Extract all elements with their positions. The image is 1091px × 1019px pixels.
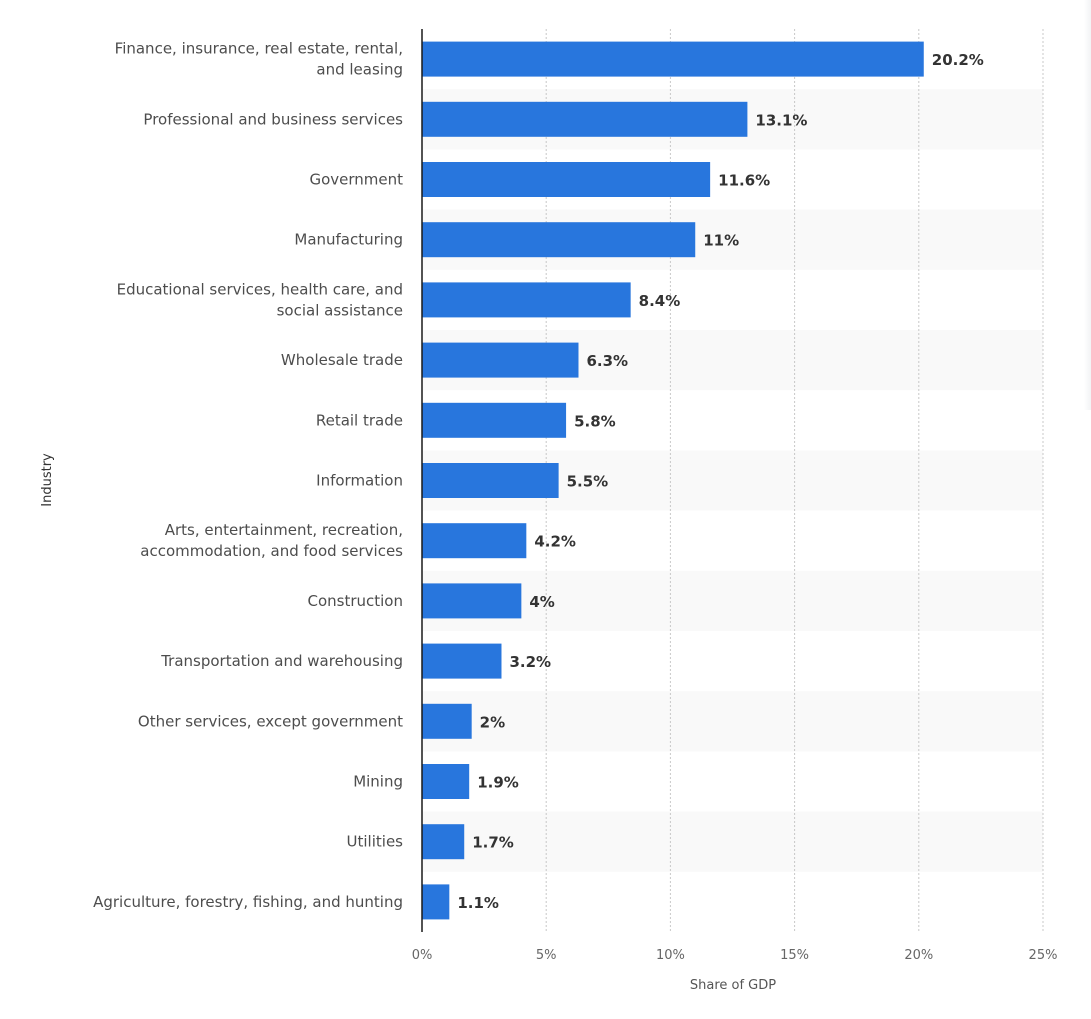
value-label: 5.8% — [574, 412, 616, 430]
category-label: Government — [309, 171, 403, 189]
row-band — [422, 570, 1043, 631]
value-label: 8.4% — [639, 292, 681, 310]
category-label: Finance, insurance, real estate, rental,… — [115, 40, 403, 79]
value-label: 13.1% — [755, 111, 807, 129]
value-label: 5.5% — [567, 473, 609, 491]
x-tick-label: 5% — [536, 948, 557, 963]
x-tick-label: 20% — [904, 948, 933, 963]
bar — [422, 282, 631, 318]
value-label: 3.2% — [509, 653, 551, 671]
row-bands — [422, 89, 1043, 872]
category-label: Mining — [353, 773, 403, 791]
value-label: 1.7% — [472, 834, 514, 852]
category-label: Utilities — [347, 833, 404, 851]
bar — [422, 643, 502, 679]
value-label: 4.2% — [534, 533, 576, 551]
gridlines — [545, 29, 1044, 932]
category-label: Retail trade — [316, 411, 403, 429]
category-label: Transportation and warehousing — [160, 652, 403, 670]
bar — [422, 342, 579, 378]
category-label: Other services, except government — [138, 712, 403, 730]
bar — [422, 402, 567, 438]
category-label: Educational services, health care, and so… — [117, 280, 403, 319]
value-label: 2% — [480, 713, 505, 731]
bar — [422, 222, 696, 258]
category-label: Manufacturing — [294, 231, 403, 249]
value-label: 11% — [703, 232, 739, 250]
value-label: 6.3% — [586, 352, 628, 370]
x-tick-label: 25% — [1029, 948, 1058, 963]
bars — [422, 41, 924, 920]
category-label: Professional and business services — [143, 110, 403, 128]
bar — [422, 101, 748, 137]
category-label: Wholesale trade — [281, 351, 403, 369]
x-tick-label: 15% — [780, 948, 809, 963]
bar — [422, 703, 472, 739]
bar — [422, 824, 465, 860]
row-band — [422, 691, 1043, 752]
y-axis-title: Industry — [40, 453, 55, 507]
category-label: Information — [316, 472, 403, 490]
bar — [422, 463, 559, 498]
bar — [422, 523, 527, 559]
value-label: 11.6% — [718, 172, 770, 190]
bar — [422, 583, 522, 619]
x-tick-label: 0% — [412, 948, 433, 963]
bar — [422, 884, 450, 920]
bar — [422, 41, 924, 77]
value-label: 20.2% — [932, 51, 984, 69]
value-label: 1.1% — [457, 894, 499, 912]
bar — [422, 162, 711, 197]
value-label: 4% — [529, 593, 554, 611]
row-band — [422, 811, 1043, 872]
x-tick-labels: 0% 5% 10% 15% 20% 25% — [412, 948, 1058, 963]
bar — [422, 764, 470, 799]
category-label: Agriculture, forestry, fishing, and hunt… — [93, 893, 403, 911]
x-axis-title: Share of GDP — [690, 978, 776, 993]
x-tick-label: 10% — [656, 948, 685, 963]
category-label: Construction — [307, 592, 403, 610]
category-label: Arts, entertainment, recreation, accommod… — [140, 521, 403, 560]
value-labels: 20.2% 13.1% 11.6% 11% 8.4% 6.3% 5.8% 5.5% 4.2% 4%… — [457, 51, 983, 912]
side-panel-edge — [1084, 0, 1091, 410]
category-labels: Finance, insurance, real estate, rental,… — [93, 40, 403, 911]
value-label: 1.9% — [477, 774, 519, 792]
